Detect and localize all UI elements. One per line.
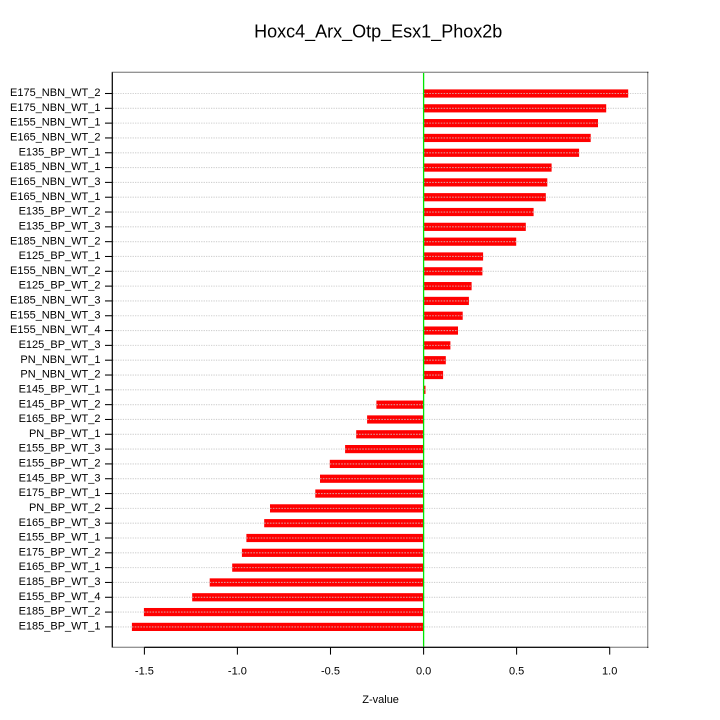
svg-text:E155_NBN_WT_3: E155_NBN_WT_3 <box>10 309 101 321</box>
svg-text:PN_BP_WT_2: PN_BP_WT_2 <box>29 502 101 514</box>
svg-text:E155_BP_WT_2: E155_BP_WT_2 <box>19 458 101 470</box>
svg-text:E175_BP_WT_1: E175_BP_WT_1 <box>19 487 101 499</box>
svg-text:E165_BP_WT_3: E165_BP_WT_3 <box>19 517 101 529</box>
svg-text:E145_BP_WT_3: E145_BP_WT_3 <box>19 472 101 484</box>
svg-text:E165_NBN_WT_3: E165_NBN_WT_3 <box>10 176 101 188</box>
svg-text:E135_BP_WT_3: E135_BP_WT_3 <box>19 220 101 232</box>
svg-text:0.5: 0.5 <box>509 665 524 677</box>
svg-text:PN_NBN_WT_1: PN_NBN_WT_1 <box>20 354 100 366</box>
svg-text:E165_BP_WT_1: E165_BP_WT_1 <box>19 561 101 573</box>
svg-text:E185_BP_WT_3: E185_BP_WT_3 <box>19 576 101 588</box>
svg-text:E145_BP_WT_2: E145_BP_WT_2 <box>19 398 101 410</box>
svg-text:E185_NBN_WT_2: E185_NBN_WT_2 <box>10 235 101 247</box>
svg-text:0.0: 0.0 <box>416 665 431 677</box>
svg-text:E175_NBN_WT_1: E175_NBN_WT_1 <box>10 102 101 114</box>
svg-text:E155_BP_WT_1: E155_BP_WT_1 <box>19 532 101 544</box>
svg-text:E165_NBN_WT_1: E165_NBN_WT_1 <box>10 191 101 203</box>
svg-text:E175_BP_WT_2: E175_BP_WT_2 <box>19 546 101 558</box>
svg-text:E165_BP_WT_2: E165_BP_WT_2 <box>19 413 101 425</box>
svg-text:E155_NBN_WT_1: E155_NBN_WT_1 <box>10 117 101 129</box>
svg-text:E155_NBN_WT_4: E155_NBN_WT_4 <box>10 324 101 336</box>
svg-text:1.0: 1.0 <box>602 665 617 677</box>
svg-text:E125_BP_WT_3: E125_BP_WT_3 <box>19 339 101 351</box>
svg-text:E155_NBN_WT_2: E155_NBN_WT_2 <box>10 265 101 277</box>
svg-text:PN_BP_WT_1: PN_BP_WT_1 <box>29 428 101 440</box>
svg-text:E185_NBN_WT_1: E185_NBN_WT_1 <box>10 161 101 173</box>
svg-text:Z-value: Z-value <box>362 694 399 706</box>
svg-text:E185_BP_WT_1: E185_BP_WT_1 <box>19 621 101 633</box>
svg-text:-1.0: -1.0 <box>228 665 247 677</box>
svg-text:E185_NBN_WT_3: E185_NBN_WT_3 <box>10 295 101 307</box>
svg-text:E135_BP_WT_2: E135_BP_WT_2 <box>19 206 101 218</box>
svg-text:E165_NBN_WT_2: E165_NBN_WT_2 <box>10 132 101 144</box>
svg-text:E155_BP_WT_3: E155_BP_WT_3 <box>19 443 101 455</box>
svg-text:E135_BP_WT_1: E135_BP_WT_1 <box>19 146 101 158</box>
svg-text:-1.5: -1.5 <box>135 665 154 677</box>
svg-text:PN_NBN_WT_2: PN_NBN_WT_2 <box>20 369 100 381</box>
svg-text:E125_BP_WT_2: E125_BP_WT_2 <box>19 280 101 292</box>
svg-text:E145_BP_WT_1: E145_BP_WT_1 <box>19 383 101 395</box>
svg-text:-0.5: -0.5 <box>321 665 340 677</box>
svg-text:Hoxc4_Arx_Otp_Esx1_Phox2b: Hoxc4_Arx_Otp_Esx1_Phox2b <box>254 21 502 42</box>
svg-text:E155_BP_WT_4: E155_BP_WT_4 <box>19 591 101 603</box>
svg-text:E125_BP_WT_1: E125_BP_WT_1 <box>19 250 101 262</box>
svg-text:E185_BP_WT_2: E185_BP_WT_2 <box>19 606 101 618</box>
svg-text:E175_NBN_WT_2: E175_NBN_WT_2 <box>10 87 101 99</box>
